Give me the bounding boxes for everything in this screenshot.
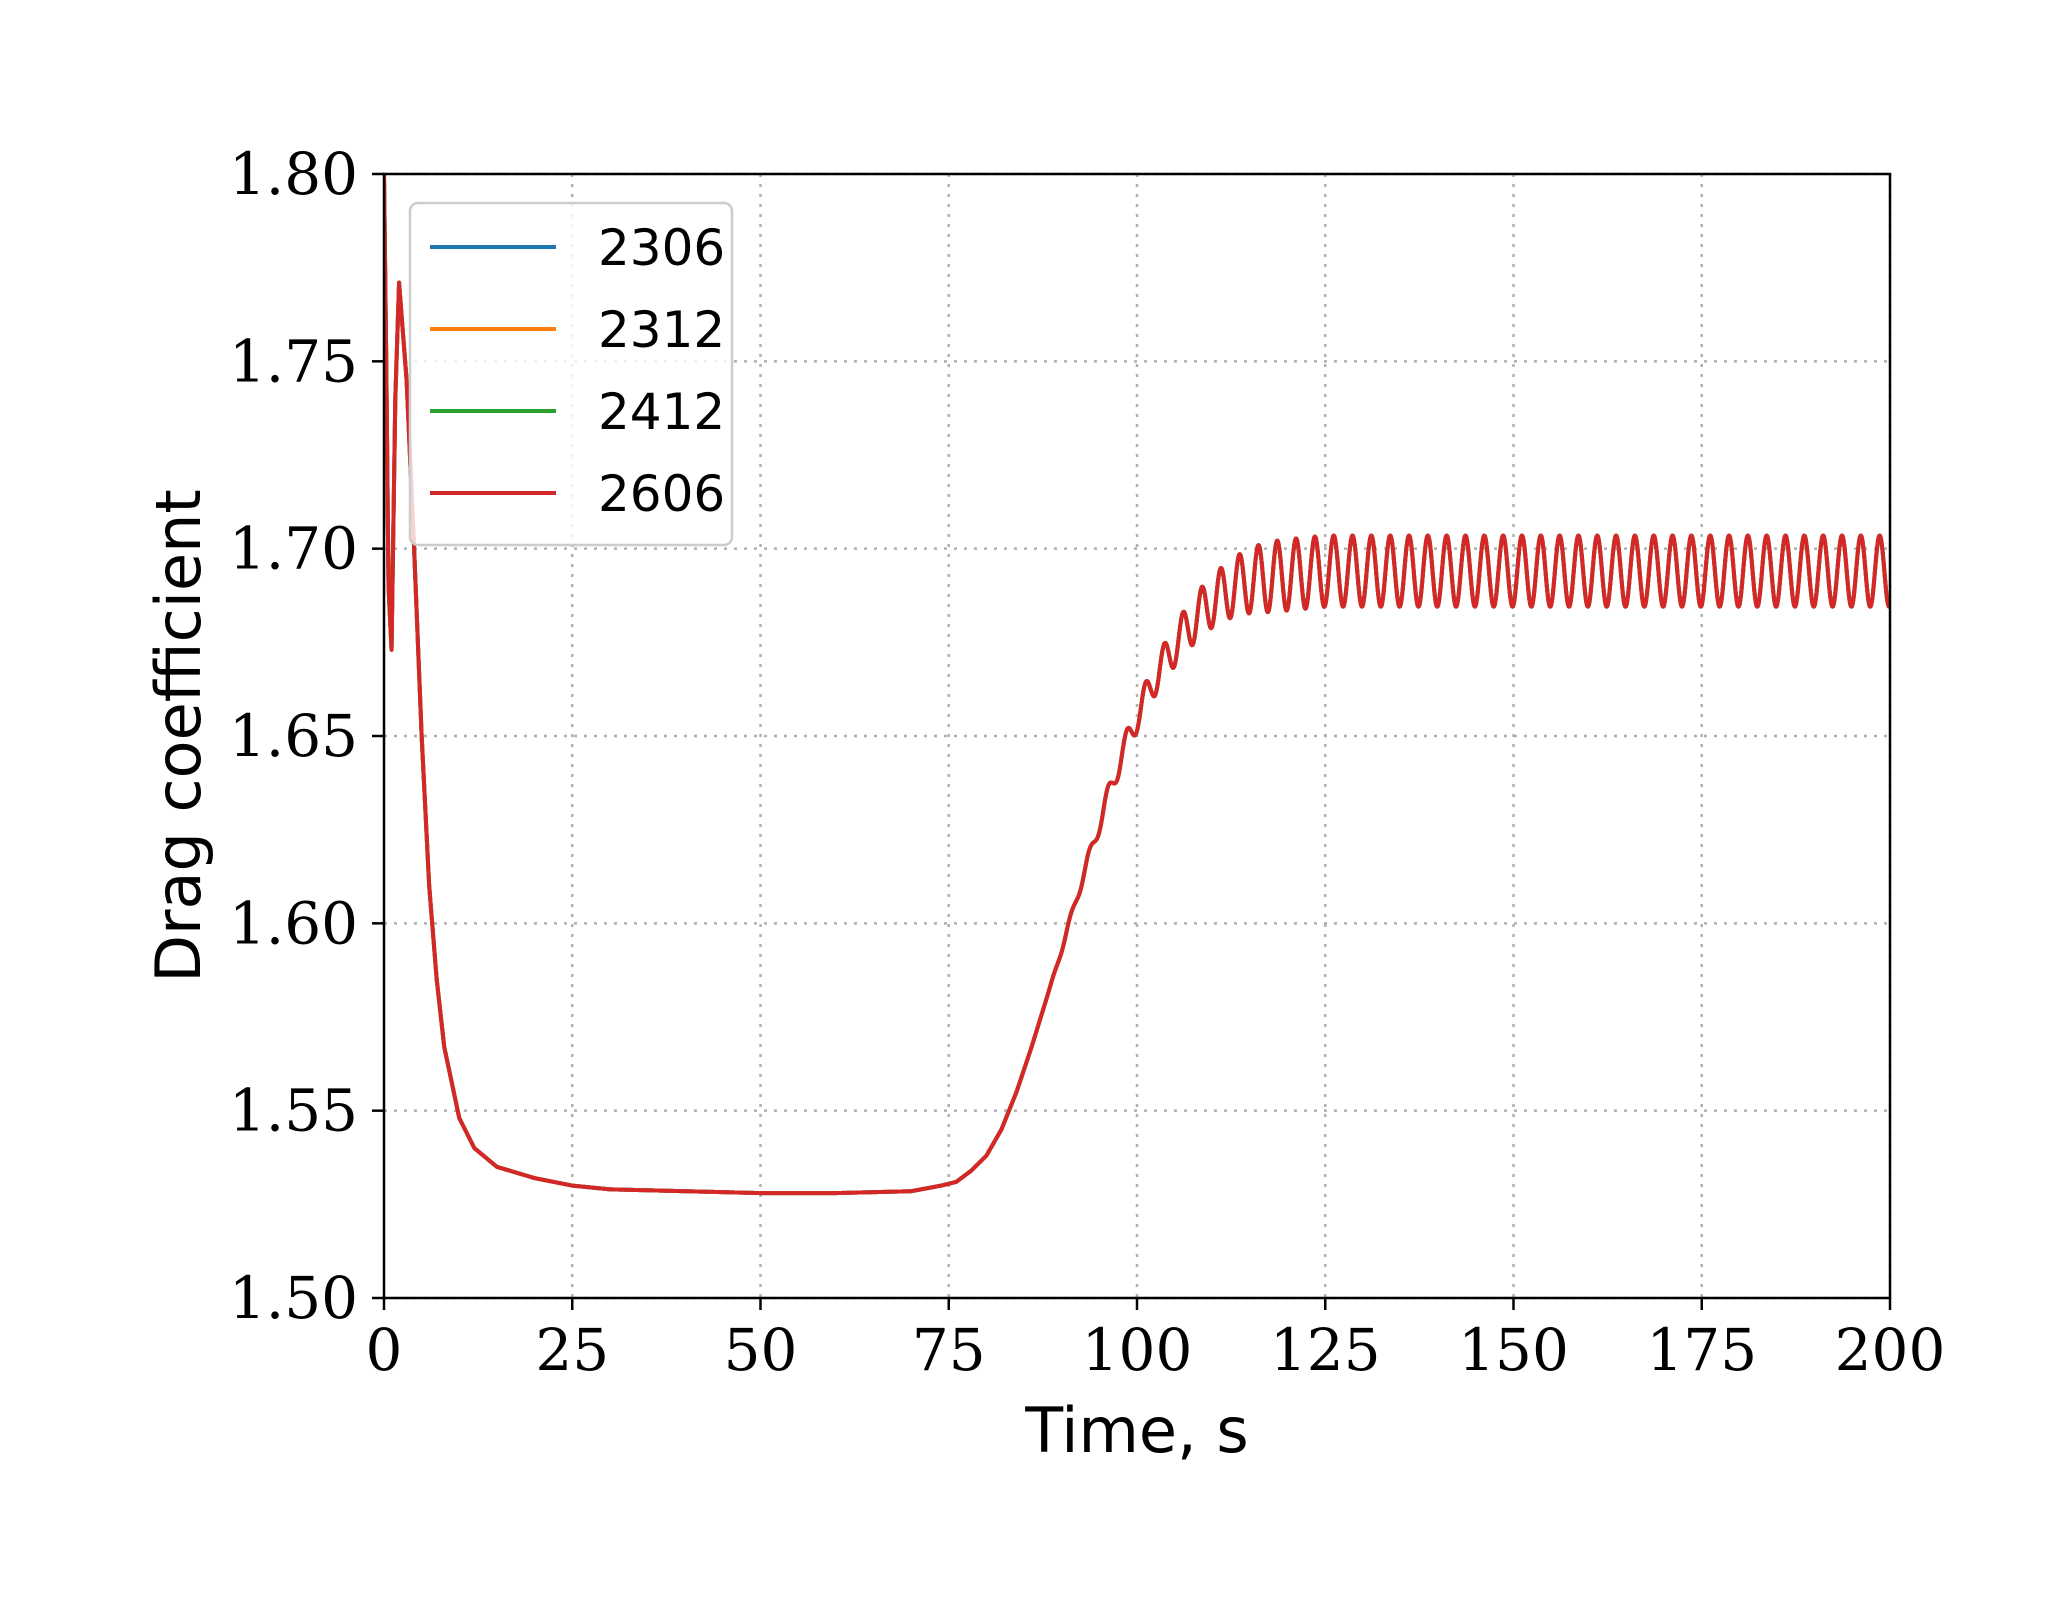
y-tick-label: 1.75: [229, 327, 358, 395]
x-tick-label: 25: [535, 1316, 609, 1384]
y-tick-label: 1.65: [229, 702, 358, 770]
y-tick-label: 1.55: [229, 1077, 358, 1145]
x-tick-label: 150: [1458, 1316, 1569, 1384]
y-tick-label: 1.70: [229, 515, 358, 583]
x-tick-label: 200: [1835, 1316, 1946, 1384]
legend-label-2412: 2412: [598, 383, 725, 441]
legend: 2306 2312 2412 2606: [408, 201, 734, 547]
y-axis-label: Drag coefficient: [142, 489, 215, 982]
legend-label-2306: 2306: [598, 219, 725, 277]
legend-label-2312: 2312: [598, 301, 725, 359]
axis-ticks: 0 25 50 75 100 125 150 175 200 1.50 1.55 1.60 1.65 1.…: [229, 140, 1946, 1384]
y-tick-label: 1.80: [229, 140, 358, 208]
x-tick-label: 50: [724, 1316, 798, 1384]
x-tick-label: 175: [1646, 1316, 1757, 1384]
y-tick-label: 1.60: [229, 889, 358, 957]
x-tick-label: 100: [1082, 1316, 1193, 1384]
x-tick-label: 125: [1270, 1316, 1381, 1384]
x-tick-label: 0: [366, 1316, 403, 1384]
series-line-2606: [384, 174, 1890, 1196]
series-lines: [384, 174, 1890, 1196]
x-axis-label: Time, s: [1024, 1394, 1248, 1467]
legend-label-2606: 2606: [598, 465, 725, 523]
y-tick-label: 1.50: [229, 1264, 358, 1332]
legend-box: [408, 201, 734, 547]
x-tick-label: 75: [912, 1316, 986, 1384]
legend-items: 2306 2312 2412 2606: [430, 219, 725, 523]
